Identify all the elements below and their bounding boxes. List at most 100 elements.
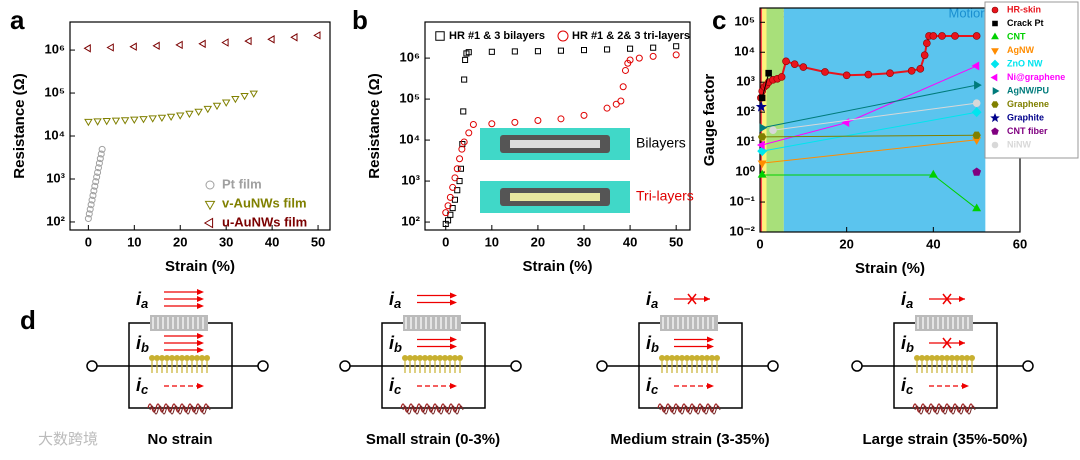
y-tick-label: 10⁵ [734,14,755,29]
marker [755,101,767,112]
marker [91,182,99,190]
current-symbol: i [646,375,652,395]
legend-marker [557,30,569,42]
bead [427,355,433,361]
arrow-head [704,296,710,302]
series-line [762,111,977,152]
marker [971,61,980,71]
current-symbol: i [136,333,142,353]
marker [928,169,938,178]
marker [758,94,766,102]
marker [488,120,496,128]
marker [465,49,472,56]
bead [664,355,670,361]
marker [799,63,808,71]
coil [659,405,721,415]
coil [400,403,462,413]
legend-label: u-AuNWs film [222,214,307,229]
arrow-head [450,336,457,343]
marker [92,178,100,186]
current-subscript: b [906,340,914,355]
series-line [762,134,977,138]
bead [659,355,665,361]
marker [842,71,851,80]
arrow-head [197,340,204,346]
bead [674,355,680,361]
marker [672,51,680,59]
bead [199,355,205,361]
current-label: ic [136,375,149,398]
legend-label: HR #1 & 2& 3 tri-layers [572,30,690,42]
arrow-head [707,343,714,350]
y-axis-label: Resistance (Ω) [11,73,28,178]
bead [204,355,210,361]
marker [790,60,799,68]
marker [90,187,98,195]
marker [972,203,982,212]
arrow-head [197,296,204,302]
marker [447,211,454,218]
inset-label: Tri-layers [636,188,694,204]
current-symbol: i [389,333,395,353]
marker [460,138,468,146]
y-tick-label: 10² [736,104,755,119]
y-tick-label: 10³ [46,170,65,185]
bead [689,355,695,361]
x-axis-label: Strain (%) [522,258,592,275]
marker [557,47,564,54]
current-label: ib [136,333,149,356]
marker [782,57,790,66]
marker [511,118,519,126]
x-tick-label: 10 [127,234,141,249]
marker [446,193,454,201]
marker [445,217,452,224]
legend-marker [991,101,999,108]
y-tick-label: 10⁵ [44,84,65,99]
legend-marker [992,20,998,27]
panel-label: b [352,5,368,35]
marker [106,43,114,52]
panel-label: d [20,305,36,335]
marker [580,111,588,119]
node [339,360,351,372]
caption: Medium strain (3-35%) [610,431,769,448]
caption: Large strain (35%-50%) [862,431,1027,448]
marker [757,140,765,150]
caption: Small strain (0-3%) [366,431,500,448]
bead [149,355,155,361]
arrow-head [962,383,969,389]
marker [757,160,767,169]
legend-label: Pt film [222,176,262,191]
marker [249,90,258,98]
marker [581,47,587,54]
coil [914,405,976,415]
legend-marker [990,59,1000,69]
inset-layer [510,193,600,201]
inset-label: Bilayers [636,135,686,151]
marker [148,115,157,123]
series-line [762,84,977,129]
marker [463,50,470,57]
y-tick-label: 10³ [401,173,420,188]
bead [442,355,448,361]
bead [407,355,413,361]
x-tick-label: 40 [926,236,940,251]
current-subscript: a [651,296,658,311]
bead [954,355,960,361]
legend-marker [991,127,999,135]
marker [757,133,767,141]
marker [604,46,611,53]
marker [83,44,91,53]
current-label: ia [646,289,658,312]
marker [511,48,518,55]
bead [169,355,175,361]
series-line [761,73,770,99]
bead [432,355,438,361]
marker [777,73,786,81]
marker [87,201,95,209]
x-tick-label: 60 [1013,236,1027,251]
marker [765,69,772,77]
panel-label: a [10,5,25,35]
bead [964,355,970,361]
current-symbol: i [646,333,652,353]
